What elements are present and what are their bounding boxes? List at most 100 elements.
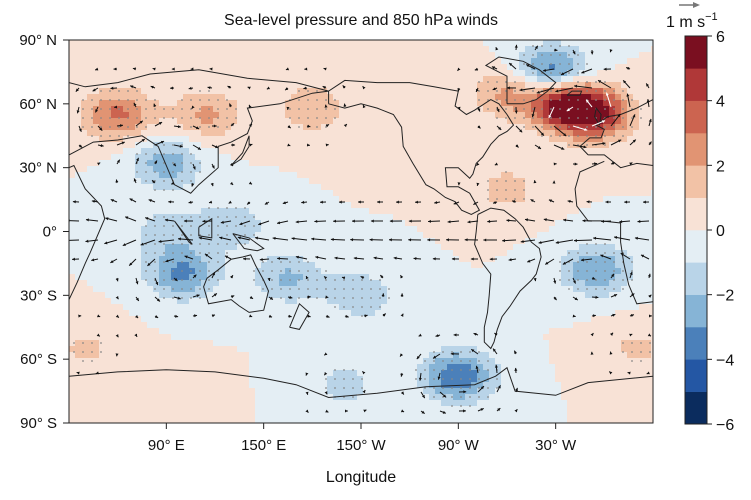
field-cell (423, 328, 430, 335)
field-cell (507, 136, 514, 143)
field-cell (207, 238, 214, 245)
field-cell (633, 142, 640, 149)
field-cell (651, 238, 653, 245)
field-cell (531, 112, 538, 119)
field-cell (231, 52, 238, 59)
field-cell (519, 316, 526, 323)
field-cell (525, 316, 532, 323)
field-cell (393, 244, 400, 251)
field-cell (423, 196, 430, 203)
field-cell (147, 100, 154, 107)
field-cell (291, 178, 298, 185)
field-cell (525, 64, 532, 71)
field-cell (213, 184, 220, 191)
field-cell (99, 88, 106, 95)
field-cell (333, 100, 340, 107)
field-cell (531, 316, 538, 323)
field-cell (525, 94, 532, 101)
field-cell (333, 214, 340, 221)
field-cell (471, 328, 478, 335)
field-cell (201, 280, 208, 287)
field-cell (441, 220, 448, 227)
field-cell (471, 64, 478, 71)
field-cell (555, 268, 562, 275)
field-cell (213, 94, 220, 101)
field-cell (195, 274, 202, 281)
field-cell (549, 160, 556, 167)
field-cell (99, 304, 106, 311)
field-cell (135, 268, 142, 275)
field-cell (255, 214, 262, 221)
field-cell (111, 316, 118, 323)
field-cell (285, 82, 292, 89)
field-cell (105, 154, 112, 161)
field-cell (447, 52, 454, 59)
field-cell (279, 160, 286, 167)
field-cell (141, 88, 148, 95)
field-cell (513, 130, 520, 137)
field-cell (285, 46, 292, 53)
field-cell (75, 124, 82, 131)
field-cell (339, 172, 346, 179)
field-cell (243, 328, 250, 335)
field-cell (339, 196, 346, 203)
field-cell (399, 142, 406, 149)
field-cell (627, 64, 634, 71)
field-cell (357, 52, 364, 59)
field-cell (531, 268, 538, 275)
field-cell (639, 298, 646, 305)
field-cell (537, 190, 544, 197)
field-cell (351, 106, 358, 113)
field-cell (597, 202, 604, 209)
field-cell (117, 160, 124, 167)
field-cell (561, 190, 568, 197)
field-cell (87, 172, 94, 179)
field-cell (591, 310, 598, 317)
field-cell (93, 46, 100, 53)
field-cell (171, 118, 178, 125)
field-cell (519, 184, 526, 191)
field-cell (231, 274, 238, 281)
field-cell (627, 136, 634, 143)
field-cell (123, 298, 130, 305)
field-cell (237, 130, 244, 137)
field-cell (537, 118, 544, 125)
field-cell (417, 340, 424, 347)
field-cell (525, 166, 532, 173)
field-cell (483, 184, 490, 191)
field-cell (501, 340, 508, 347)
field-cell (549, 238, 556, 245)
field-cell (261, 298, 268, 305)
field-cell (267, 334, 274, 341)
field-cell (627, 112, 634, 119)
field-cell (591, 226, 598, 233)
field-cell (105, 256, 112, 263)
field-cell (99, 52, 106, 59)
field-cell (69, 112, 76, 119)
field-cell (489, 124, 496, 131)
field-cell (519, 124, 526, 131)
field-cell (171, 328, 178, 335)
field-cell (165, 334, 172, 341)
field-cell (513, 232, 520, 239)
field-cell (159, 172, 166, 179)
field-cell (507, 328, 514, 335)
field-cell (543, 190, 550, 197)
field-cell (87, 202, 94, 209)
field-cell (267, 70, 274, 77)
field-cell (567, 274, 574, 281)
field-cell (213, 238, 220, 245)
field-cell (249, 70, 256, 77)
field-cell (117, 112, 124, 119)
field-cell (315, 280, 322, 287)
field-cell (165, 232, 172, 239)
field-cell (147, 130, 154, 137)
field-cell (459, 160, 466, 167)
field-cell (381, 148, 388, 155)
field-cell (393, 106, 400, 113)
field-cell (303, 70, 310, 77)
field-cell (549, 82, 556, 89)
field-cell (99, 202, 106, 209)
field-cell (621, 118, 628, 125)
field-cell (615, 226, 622, 233)
